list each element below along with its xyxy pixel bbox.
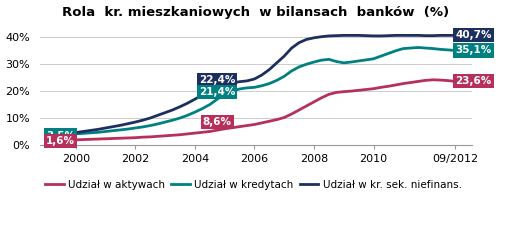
Legend: Udział w aktywach, Udział w kredytach, Udział w kr. sek. niefinans.: Udział w aktywach, Udział w kredytach, U…	[41, 176, 466, 194]
Text: 40,7%: 40,7%	[456, 30, 492, 40]
Title: Rola  kr. mieszkaniowych  w bilansach  banków  (%): Rola kr. mieszkaniowych w bilansach bank…	[63, 6, 449, 18]
Text: 35,1%: 35,1%	[456, 46, 492, 56]
Text: 1,6%: 1,6%	[46, 136, 75, 146]
Text: 23,6%: 23,6%	[456, 76, 492, 86]
Text: 8,6%: 8,6%	[203, 117, 232, 127]
Text: 3,6%: 3,6%	[46, 130, 75, 140]
Text: 22,4%: 22,4%	[199, 75, 235, 85]
Text: 21,4%: 21,4%	[199, 87, 235, 97]
Text: 3,5%: 3,5%	[46, 130, 75, 140]
